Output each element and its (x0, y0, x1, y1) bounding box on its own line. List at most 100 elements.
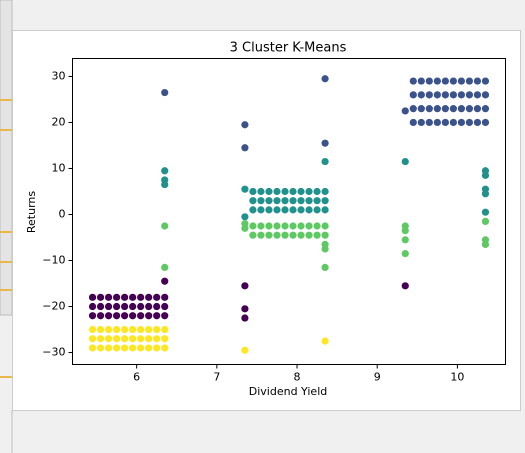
point (129, 344, 137, 352)
point (321, 231, 329, 239)
point (104, 293, 113, 301)
point (121, 344, 129, 352)
point (257, 222, 265, 230)
point (96, 325, 105, 334)
point (401, 107, 409, 115)
point (297, 206, 305, 214)
point (145, 344, 153, 352)
point (321, 222, 329, 230)
point (161, 344, 169, 352)
y-tick-label: 0 (59, 207, 66, 220)
point (433, 77, 441, 85)
point (321, 337, 329, 345)
y-tick-label: −20 (42, 300, 65, 313)
point (104, 302, 113, 311)
point (241, 314, 249, 322)
point (297, 197, 305, 205)
point (241, 220, 249, 228)
point (104, 344, 113, 352)
point (145, 293, 153, 301)
point (449, 118, 457, 127)
point (257, 231, 265, 239)
point (121, 302, 129, 311)
point (305, 231, 313, 239)
point (153, 335, 161, 343)
point (88, 344, 97, 352)
point (145, 325, 153, 334)
point (473, 77, 482, 85)
point (417, 77, 425, 85)
point (465, 91, 474, 99)
point (121, 293, 129, 301)
point (129, 302, 137, 311)
point (241, 346, 249, 354)
point (145, 335, 153, 343)
point (137, 302, 145, 311)
point (161, 222, 169, 230)
point (281, 187, 289, 196)
point (161, 293, 169, 301)
point (153, 344, 161, 352)
point (321, 197, 329, 205)
point (249, 222, 257, 230)
point (321, 263, 329, 272)
point (137, 293, 145, 301)
point (96, 293, 105, 301)
point (113, 325, 121, 334)
point (417, 91, 425, 99)
point (465, 77, 474, 85)
point (281, 222, 289, 230)
point (481, 240, 490, 249)
x-tick-label: 7 (213, 371, 220, 384)
point (161, 263, 169, 272)
point (121, 325, 129, 334)
point (129, 335, 137, 343)
point (265, 206, 273, 214)
point (457, 91, 465, 99)
chart-title: 3 Cluster K-Means (230, 41, 347, 56)
point (481, 171, 490, 179)
point (433, 118, 441, 127)
point (281, 231, 289, 239)
point (249, 206, 257, 214)
point (297, 187, 305, 196)
point (265, 231, 273, 239)
point (313, 187, 321, 196)
point (433, 105, 441, 113)
point (401, 226, 409, 235)
point (457, 118, 465, 127)
point (161, 335, 169, 343)
point (473, 118, 482, 127)
point (481, 105, 490, 113)
point (113, 335, 121, 343)
point (321, 75, 329, 83)
point (305, 187, 313, 196)
x-tick-label: 8 (294, 371, 301, 384)
point (417, 118, 425, 127)
point (473, 91, 482, 99)
point (465, 118, 474, 127)
y-tick-label: −10 (42, 254, 65, 267)
point (481, 91, 490, 99)
point (241, 185, 249, 193)
point (321, 139, 329, 147)
point (465, 105, 474, 113)
point (153, 293, 161, 301)
point (129, 312, 137, 320)
point (281, 197, 289, 205)
point (425, 77, 433, 85)
point (161, 167, 169, 175)
point (249, 197, 257, 205)
point (441, 118, 449, 127)
point (161, 180, 169, 189)
point (481, 190, 490, 198)
point (273, 206, 281, 214)
point (401, 250, 409, 258)
point (104, 312, 113, 320)
point (409, 77, 417, 85)
point (321, 206, 329, 214)
point (481, 118, 490, 127)
y-tick-label: 30 (52, 69, 66, 82)
point (305, 197, 313, 205)
